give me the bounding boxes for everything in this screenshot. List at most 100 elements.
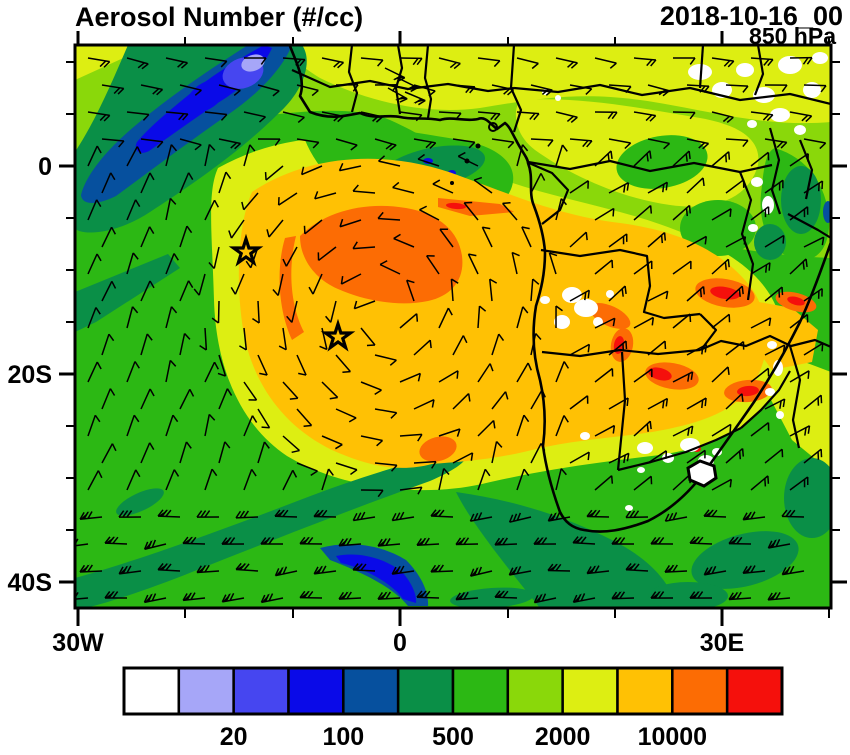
- barb-feather: [742, 286, 743, 294]
- barb-feather: [806, 259, 807, 267]
- barb-feather: [686, 154, 687, 162]
- barb-feather: [430, 340, 431, 348]
- barb-feather: [503, 203, 511, 204]
- barb-feather: [728, 259, 729, 267]
- barb-feather: [768, 476, 769, 484]
- barb-feather: [703, 178, 704, 186]
- barb-feather: [740, 451, 741, 459]
- barb-feather: [765, 478, 766, 486]
- barb-feather: [766, 265, 767, 273]
- barb-staff: [690, 543, 712, 544]
- barb-feather: [743, 449, 744, 457]
- colorbar-label-2000: 2000: [535, 723, 591, 750]
- colorbar-cell-11: [727, 668, 782, 714]
- x-axis-label-30W: 30W: [52, 629, 104, 657]
- y-axis-label-20S: 20S: [8, 361, 52, 389]
- barb-feather: [728, 367, 729, 375]
- barb-feather: [342, 372, 350, 373]
- barb-feather: [704, 287, 705, 295]
- contour-region-white-patches-28: [767, 341, 777, 349]
- barb-feather: [689, 151, 690, 159]
- barb-feather: [588, 344, 589, 352]
- x-axis-label-30E: 30E: [700, 629, 744, 657]
- barb-feather: [652, 317, 653, 325]
- barb-feather: [701, 289, 702, 297]
- barb-feather: [666, 398, 667, 406]
- barb-feather: [662, 235, 663, 243]
- barb-feather: [705, 236, 706, 244]
- barb-feather: [730, 479, 731, 487]
- colorbar-label-500: 500: [432, 723, 474, 750]
- colorbar-label-100: 100: [322, 723, 364, 750]
- lake-dot-2: [450, 181, 454, 185]
- barb-feather: [808, 371, 809, 379]
- barb-feather: [625, 286, 626, 294]
- contour-region-white-patches-23: [812, 52, 828, 64]
- barb-feather: [613, 426, 614, 434]
- colorbar-cell-7: [508, 668, 563, 714]
- barb-feather: [613, 208, 614, 216]
- barb-feather: [705, 398, 706, 406]
- contour-region-white-patches-25: [751, 177, 763, 187]
- barb-staff: [275, 516, 297, 517]
- barb-feather: [769, 263, 770, 271]
- barb-feather: [588, 290, 589, 298]
- contour-region-white-patches-19: [778, 56, 802, 74]
- colorbar-cell-5: [398, 668, 453, 714]
- y-axis-label-0: 0: [38, 153, 52, 181]
- barb-feather: [417, 314, 418, 322]
- barb-staff: [431, 516, 453, 517]
- colorbar-cell-3: [289, 668, 344, 714]
- barb-feather: [586, 232, 587, 240]
- contour-region-white-patches-14: [625, 505, 633, 511]
- barb-feather: [726, 154, 727, 162]
- barb-feather: [304, 425, 312, 426]
- barb-feather: [647, 424, 648, 432]
- barb-feather: [803, 262, 804, 270]
- barb-feather: [622, 289, 623, 297]
- barb-feather: [666, 182, 667, 190]
- contour-region-white-patches-24: [747, 120, 757, 128]
- colorbar-cell-8: [563, 668, 618, 714]
- barb-feather: [730, 209, 731, 217]
- colorbar-cell-0: [124, 668, 179, 714]
- contour-region-white-patches-1: [574, 299, 598, 317]
- barb-staff: [804, 85, 826, 86]
- barb-staff: [158, 516, 180, 517]
- contour-region-e-teal-2: [754, 224, 786, 260]
- barb-feather: [290, 398, 298, 399]
- y-axis-label-40S: 40S: [8, 569, 52, 597]
- colorbar-cell-6: [453, 668, 508, 714]
- lesotho-outline: [688, 461, 716, 486]
- barb-feather: [705, 345, 706, 353]
- barb-staff: [782, 516, 804, 517]
- barb-feather: [651, 206, 652, 214]
- barb-feather: [627, 398, 628, 406]
- contour-region-white-patches-6: [580, 432, 590, 440]
- barb-feather: [702, 346, 703, 354]
- colorbar-cell-10: [672, 668, 727, 714]
- barb-feather: [729, 152, 730, 160]
- colorbar-label-10000: 10000: [638, 723, 708, 750]
- contour-region-white-patches-31: [776, 411, 784, 419]
- barb-feather: [611, 151, 612, 159]
- barb-feather: [742, 394, 743, 402]
- barb-feather: [612, 476, 613, 484]
- x-axis-label-0: 0: [393, 629, 407, 657]
- colorbar-cell-2: [234, 668, 289, 714]
- barb-feather: [702, 400, 703, 408]
- colorbar-layer: 20 100 500 2000 10000: [124, 668, 782, 750]
- contour-region-white-patches-4: [540, 296, 550, 304]
- barb-feather: [725, 262, 726, 270]
- colorbar-cell-1: [179, 668, 234, 714]
- figure-title: Aerosol Number (#/cc): [75, 2, 363, 32]
- barb-feather: [822, 343, 823, 351]
- barb-feather: [585, 292, 586, 300]
- colorbar-label-20: 20: [220, 723, 248, 750]
- barb-feather: [689, 475, 690, 483]
- barb-feather: [588, 452, 589, 460]
- barb-feather: [730, 424, 731, 432]
- barb-staff: [236, 517, 258, 518]
- contour-region-white-patches-27: [748, 224, 758, 232]
